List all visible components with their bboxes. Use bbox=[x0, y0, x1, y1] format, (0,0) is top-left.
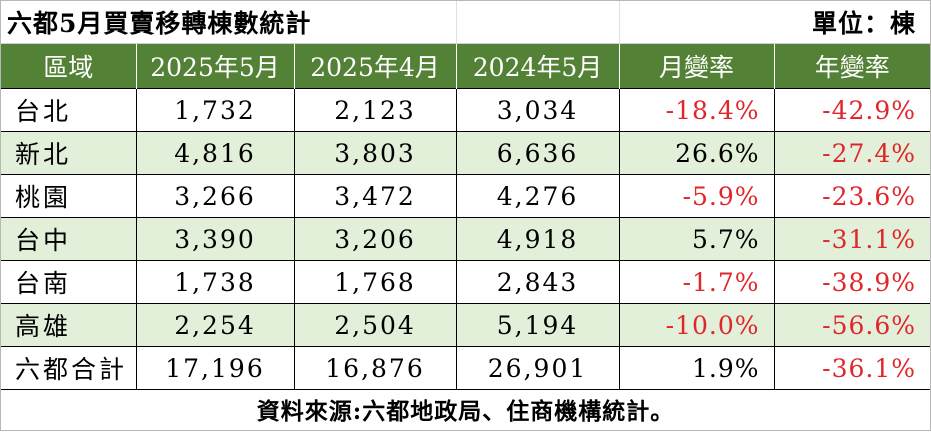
monthly-change-cell: 1.9% bbox=[618, 346, 775, 390]
may-2024-cell: 26,901 bbox=[455, 346, 620, 390]
may-2025-cell: 3,390 bbox=[135, 217, 295, 261]
region-cell: 台中 bbox=[1, 217, 137, 261]
yearly-change-cell: -31.1% bbox=[773, 217, 931, 261]
may-2024-cell: 5,194 bbox=[455, 303, 620, 347]
title-empty-cell bbox=[618, 1, 775, 44]
apr-2025-cell: 3,206 bbox=[293, 217, 457, 261]
may-2024-cell: 2,843 bbox=[455, 260, 620, 304]
table-body: 台北 1,732 2,123 3,034 -18.4% -42.9% 新北 4,816 3,80… bbox=[1, 88, 931, 390]
apr-2025-cell: 2,123 bbox=[293, 88, 457, 132]
yearly-change-cell: -42.9% bbox=[773, 88, 931, 132]
region-cell: 台南 bbox=[1, 260, 137, 304]
may-2025-cell: 1,738 bbox=[135, 260, 295, 304]
yearly-change-cell: -23.6% bbox=[773, 174, 931, 218]
transfer-statistics-table: 六都5月買賣移轉棟數統計 單位：棟 區域 2025年5月 2025年4月 202… bbox=[1, 1, 931, 390]
table-row: 台北 1,732 2,123 3,034 -18.4% -42.9% bbox=[1, 88, 931, 132]
monthly-change-cell: -1.7% bbox=[618, 260, 775, 304]
monthly-change-cell: -18.4% bbox=[618, 88, 775, 132]
header-yearly-change: 年變率 bbox=[773, 43, 931, 89]
region-cell: 新北 bbox=[1, 131, 137, 175]
monthly-change-cell: -10.0% bbox=[618, 303, 775, 347]
may-2025-cell: 2,254 bbox=[135, 303, 295, 347]
monthly-change-cell: 26.6% bbox=[618, 131, 775, 175]
may-2024-cell: 4,918 bbox=[455, 217, 620, 261]
header-row: 區域 2025年5月 2025年4月 2024年5月 月變率 年變率 bbox=[1, 43, 931, 89]
monthly-change-cell: -5.9% bbox=[618, 174, 775, 218]
region-cell: 六都合計 bbox=[1, 346, 137, 390]
header-monthly-change: 月變率 bbox=[618, 43, 775, 89]
header-apr-2025: 2025年4月 bbox=[293, 43, 457, 89]
may-2025-cell: 4,816 bbox=[135, 131, 295, 175]
unit-label: 單位：棟 bbox=[774, 1, 931, 44]
yearly-change-cell: -27.4% bbox=[773, 131, 931, 175]
table-row: 台南 1,738 1,768 2,843 -1.7% -38.9% bbox=[1, 260, 931, 304]
table-row: 六都合計 17,196 16,876 26,901 1.9% -36.1% bbox=[1, 346, 931, 390]
region-cell: 台北 bbox=[1, 88, 137, 132]
title-empty-cell bbox=[455, 1, 620, 44]
header-region: 區域 bbox=[1, 43, 136, 89]
table-row: 高雄 2,254 2,504 5,194 -10.0% -56.6% bbox=[1, 303, 931, 347]
source-note: 資料來源:六都地政局、住商機構統計。 bbox=[256, 398, 675, 425]
apr-2025-cell: 1,768 bbox=[293, 260, 457, 304]
may-2025-cell: 1,732 bbox=[135, 88, 295, 132]
may-2024-cell: 6,636 bbox=[455, 131, 620, 175]
yearly-change-cell: -36.1% bbox=[773, 346, 931, 390]
header-may-2025: 2025年5月 bbox=[135, 43, 294, 89]
may-2024-cell: 4,276 bbox=[455, 174, 620, 218]
table-title: 六都5月買賣移轉棟數統計 bbox=[1, 1, 457, 44]
region-cell: 高雄 bbox=[1, 303, 137, 347]
apr-2025-cell: 16,876 bbox=[293, 346, 457, 390]
may-2024-cell: 3,034 bbox=[455, 88, 620, 132]
may-2025-cell: 3,266 bbox=[135, 174, 295, 218]
table-row: 新北 4,816 3,803 6,636 26.6% -27.4% bbox=[1, 131, 931, 175]
apr-2025-cell: 3,803 bbox=[293, 131, 457, 175]
apr-2025-cell: 2,504 bbox=[293, 303, 457, 347]
table-row: 桃園 3,266 3,472 4,276 -5.9% -23.6% bbox=[1, 174, 931, 218]
yearly-change-cell: -56.6% bbox=[773, 303, 931, 347]
monthly-change-cell: 5.7% bbox=[618, 217, 775, 261]
header-may-2024: 2024年5月 bbox=[455, 43, 620, 89]
may-2025-cell: 17,196 bbox=[135, 346, 295, 390]
title-row: 六都5月買賣移轉棟數統計 單位：棟 bbox=[1, 1, 931, 44]
yearly-change-cell: -38.9% bbox=[773, 260, 931, 304]
region-cell: 桃園 bbox=[1, 174, 137, 218]
table-row: 台中 3,390 3,206 4,918 5.7% -31.1% bbox=[1, 217, 931, 261]
apr-2025-cell: 3,472 bbox=[293, 174, 457, 218]
